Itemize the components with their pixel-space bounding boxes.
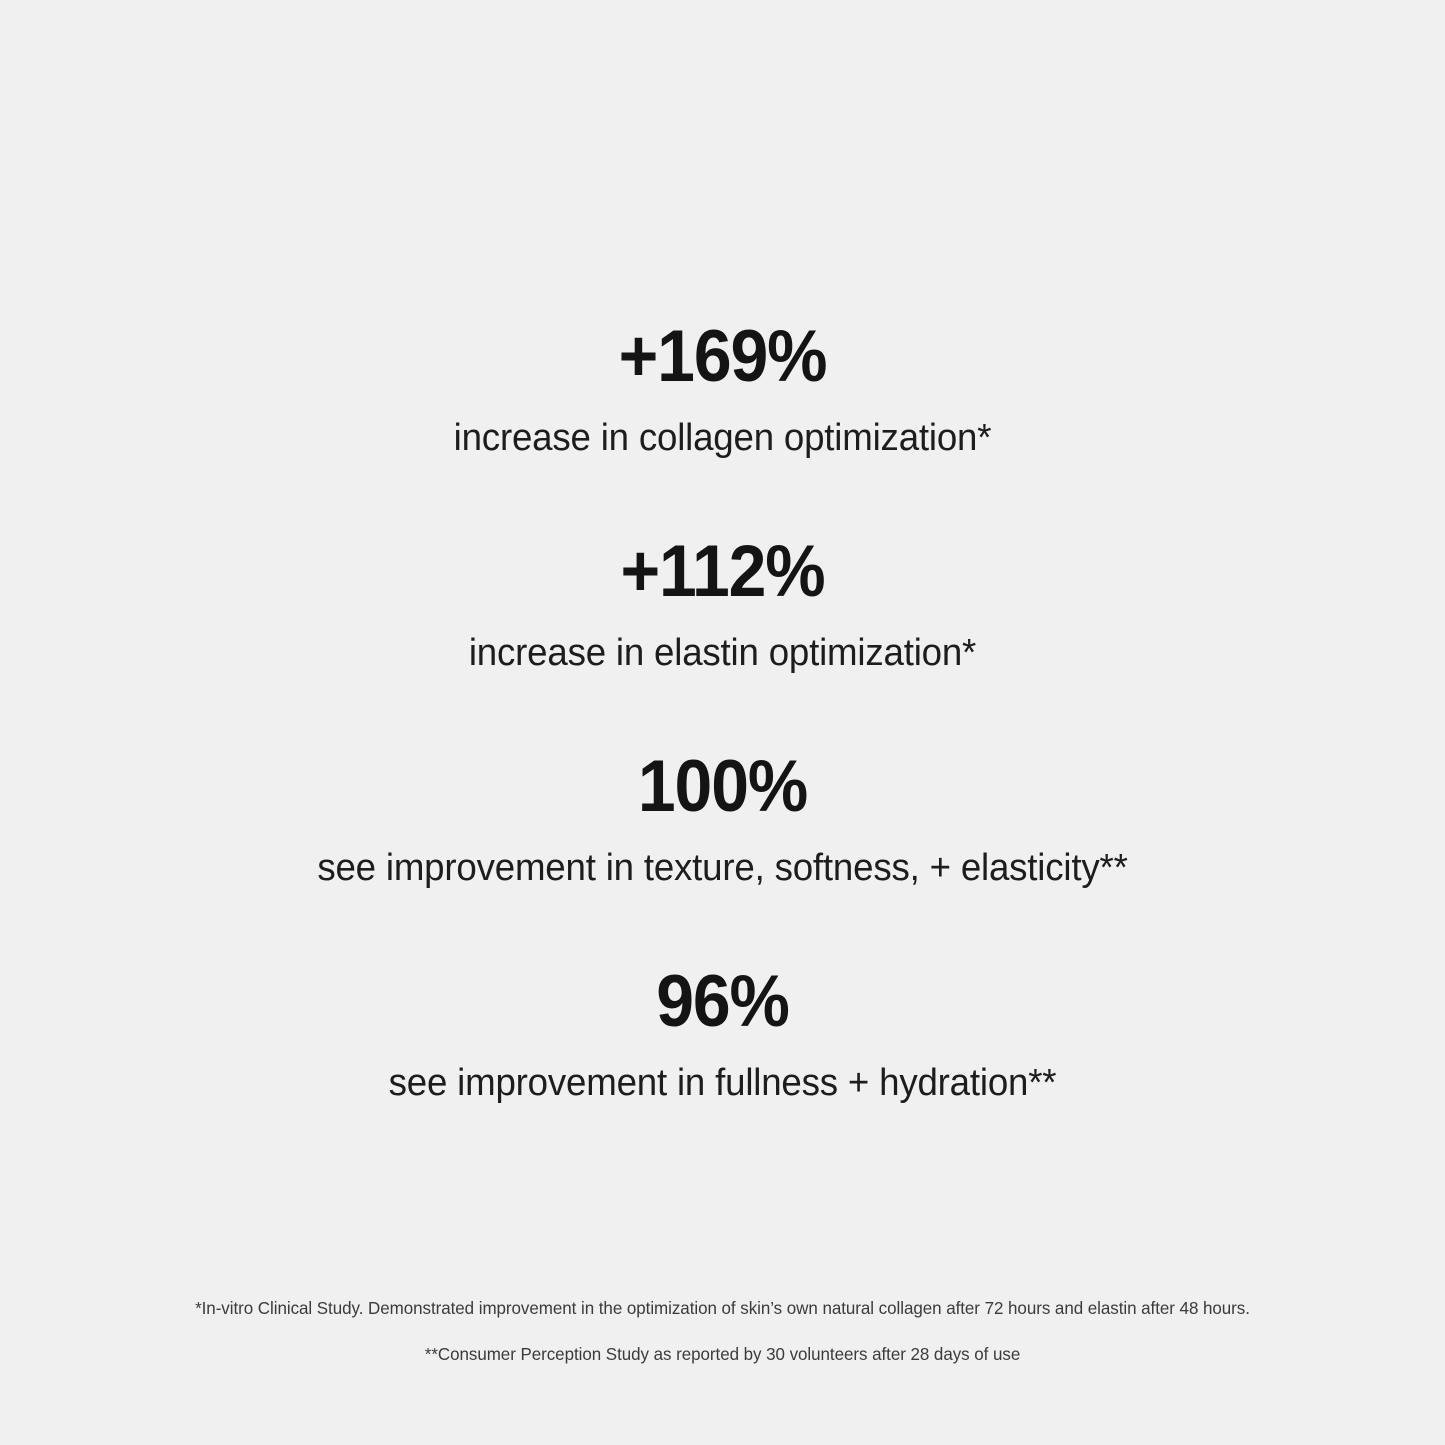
stat-block: 96% see improvement in fullness + hydrat… xyxy=(0,963,1445,1178)
stat-label: increase in elastin optimization* xyxy=(468,632,977,674)
stat-label: see improvement in texture, softness, + … xyxy=(317,847,1128,889)
stat-block: +112% increase in elastin optimization* xyxy=(0,533,1445,748)
stat-value: +169% xyxy=(618,316,828,397)
stat-block: +169% increase in collagen optimization* xyxy=(0,318,1445,533)
footnote-primary: *In-vitro Clinical Study. Demonstrated i… xyxy=(195,1298,1250,1318)
stat-label: increase in collagen optimization* xyxy=(453,417,992,459)
stat-value: +112% xyxy=(620,531,826,612)
stat-block: 100% see improvement in texture, softnes… xyxy=(0,748,1445,963)
stats-list: +169% increase in collagen optimization*… xyxy=(0,318,1445,1178)
footnote-secondary: **Consumer Perception Study as reported … xyxy=(424,1344,1021,1364)
stat-label: see improvement in fullness + hydration*… xyxy=(388,1062,1057,1104)
stat-value: 100% xyxy=(637,746,808,827)
footnotes: *In-vitro Clinical Study. Demonstrated i… xyxy=(0,1296,1445,1366)
stat-value: 96% xyxy=(656,961,790,1042)
